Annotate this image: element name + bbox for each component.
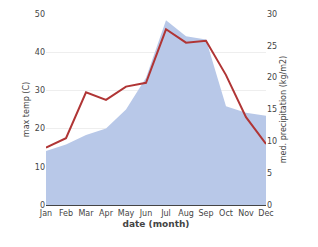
svg-text:Nov: Nov (238, 209, 254, 218)
svg-text:Feb: Feb (59, 209, 73, 218)
svg-text:Apr: Apr (99, 209, 114, 218)
svg-text:20: 20 (35, 124, 45, 133)
svg-text:date (month): date (month) (123, 219, 190, 229)
svg-text:Dec: Dec (258, 209, 273, 218)
svg-text:Oct: Oct (219, 209, 233, 218)
svg-text:max temp (C): max temp (C) (22, 82, 31, 137)
svg-text:0: 0 (267, 201, 272, 210)
svg-text:10: 10 (267, 137, 277, 146)
svg-text:Aug: Aug (178, 209, 194, 218)
svg-text:May: May (118, 209, 135, 218)
svg-text:10: 10 (35, 163, 45, 172)
svg-text:30: 30 (35, 86, 45, 95)
svg-text:40: 40 (35, 48, 45, 57)
svg-text:0: 0 (40, 201, 45, 210)
svg-text:25: 25 (267, 42, 277, 51)
svg-text:15: 15 (267, 105, 277, 114)
svg-text:50: 50 (35, 10, 45, 19)
svg-text:Sep: Sep (198, 209, 213, 218)
svg-text:Jan: Jan (39, 209, 52, 218)
svg-text:30: 30 (267, 10, 277, 19)
svg-text:Mar: Mar (78, 209, 94, 218)
svg-text:med. precipitation (kg/m2): med. precipitation (kg/m2) (279, 56, 288, 163)
svg-text:Jun: Jun (139, 209, 153, 218)
svg-text:Jul: Jul (160, 209, 171, 218)
svg-text:5: 5 (267, 169, 272, 178)
svg-text:20: 20 (267, 73, 277, 82)
